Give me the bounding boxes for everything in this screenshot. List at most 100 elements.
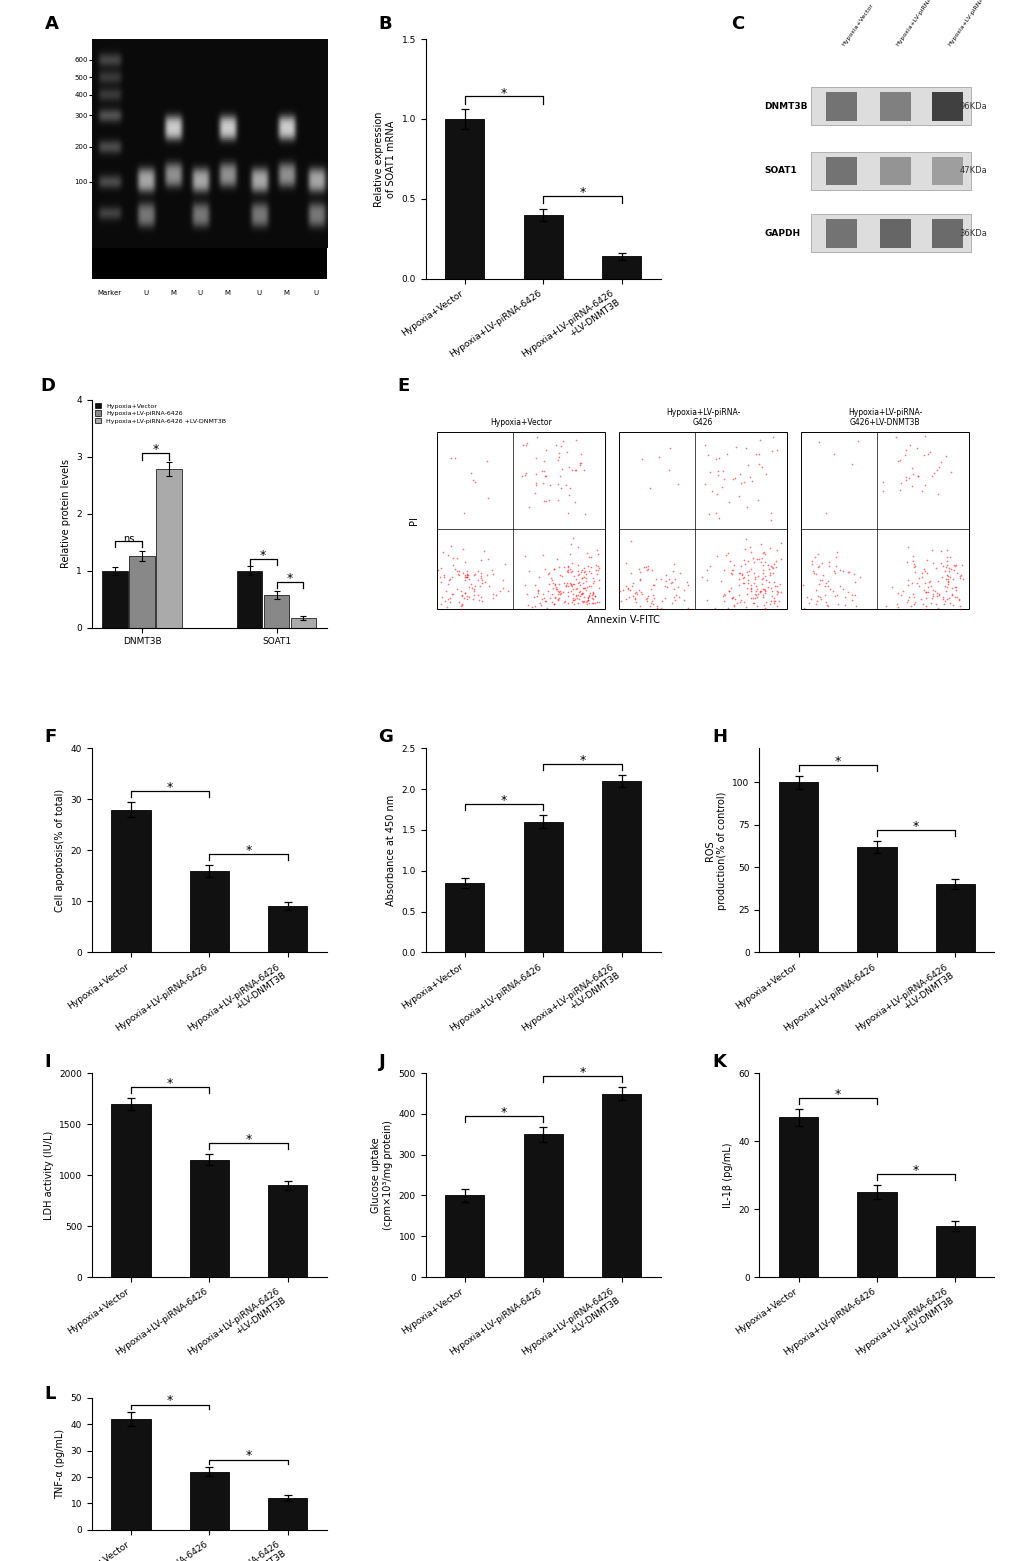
Point <box>877 256 894 281</box>
Point <box>817 0 834 3</box>
Text: *: * <box>834 1088 840 1101</box>
Bar <box>190 1160 228 1277</box>
Text: GAPDH: GAPDH <box>763 229 800 237</box>
Bar <box>857 848 896 952</box>
FancyBboxPatch shape <box>879 156 910 186</box>
FancyBboxPatch shape <box>931 156 962 186</box>
Text: *: * <box>834 754 840 768</box>
Text: *: * <box>167 1077 173 1090</box>
Text: Hypoxia+Vector: Hypoxia+Vector <box>841 2 874 47</box>
FancyBboxPatch shape <box>825 92 856 120</box>
Bar <box>111 1419 151 1530</box>
Point <box>1002 27 1018 52</box>
Point <box>1006 0 1019 8</box>
Text: *: * <box>246 1449 252 1461</box>
Point <box>949 195 965 220</box>
Bar <box>111 810 151 952</box>
Point <box>920 229 936 254</box>
Point <box>872 42 889 67</box>
Bar <box>444 1196 484 1277</box>
Point <box>924 268 941 293</box>
Text: *: * <box>167 1394 173 1406</box>
Text: DNMT3B: DNMT3B <box>763 101 807 111</box>
FancyBboxPatch shape <box>879 92 910 120</box>
Point <box>833 41 849 66</box>
FancyBboxPatch shape <box>825 156 856 186</box>
Point <box>904 105 920 130</box>
FancyBboxPatch shape <box>931 219 962 248</box>
Text: B: B <box>378 16 392 33</box>
Text: *: * <box>579 1066 585 1079</box>
Point <box>845 86 861 111</box>
Text: *: * <box>246 1133 252 1146</box>
Bar <box>190 1472 228 1530</box>
Text: 47KDa: 47KDa <box>959 167 986 175</box>
Legend: Hypoxia+Vector, Hypoxia+LV-piRNA-6426, Hypoxia+LV-piRNA-6426 +LV-DNMT3B: Hypoxia+Vector, Hypoxia+LV-piRNA-6426, H… <box>95 403 226 425</box>
FancyBboxPatch shape <box>879 219 910 248</box>
Text: C: C <box>731 16 744 33</box>
Text: Hypoxia+LV-piRNA-
G426+LV-DNMT3B: Hypoxia+LV-piRNA- G426+LV-DNMT3B <box>847 407 921 428</box>
Point <box>924 61 941 86</box>
Text: 3: 3 <box>269 272 275 281</box>
Y-axis label: Cell apoptosis(% of total): Cell apoptosis(% of total) <box>55 788 65 912</box>
Point <box>1002 273 1018 298</box>
Bar <box>129 556 155 628</box>
Text: L: L <box>45 1385 56 1403</box>
Point <box>854 228 870 253</box>
Bar <box>779 1118 817 1277</box>
Y-axis label: Glucose uptake
(cpm×10³/mg protein): Glucose uptake (cpm×10³/mg protein) <box>371 1121 392 1230</box>
Point <box>943 39 959 64</box>
Bar <box>111 1104 151 1277</box>
Text: SOAT1: SOAT1 <box>763 167 796 175</box>
Bar <box>190 871 228 952</box>
Text: PI: PI <box>409 517 419 524</box>
Point <box>945 200 961 225</box>
Text: *: * <box>500 1107 506 1119</box>
Bar <box>601 256 641 279</box>
Bar <box>934 1225 974 1277</box>
FancyBboxPatch shape <box>810 87 970 125</box>
FancyBboxPatch shape <box>825 219 856 248</box>
Text: *: * <box>500 795 506 807</box>
Text: 36KDa: 36KDa <box>959 229 986 237</box>
Point <box>886 167 902 192</box>
Text: I: I <box>45 1052 51 1071</box>
Text: F: F <box>45 727 57 746</box>
FancyBboxPatch shape <box>931 92 962 120</box>
Point <box>900 317 916 342</box>
Text: *: * <box>167 780 173 795</box>
Text: G: G <box>378 727 393 746</box>
Text: D: D <box>40 376 55 395</box>
Bar <box>236 571 262 628</box>
Bar <box>156 470 181 628</box>
Bar <box>444 884 484 952</box>
Bar <box>779 782 817 952</box>
Text: *: * <box>260 549 266 562</box>
Text: 4: 4 <box>313 272 319 281</box>
Text: *: * <box>152 443 159 456</box>
Text: Annexin V-FITC: Annexin V-FITC <box>587 615 659 626</box>
Text: *: * <box>912 1165 918 1177</box>
Text: *: * <box>500 87 506 100</box>
Text: Hypoxia+LV-piRNA-6426+LV-DNMT3B: Hypoxia+LV-piRNA-6426+LV-DNMT3B <box>947 0 1018 47</box>
Bar <box>523 821 562 952</box>
Bar <box>523 1135 562 1277</box>
Text: *: * <box>912 820 918 834</box>
Text: *: * <box>579 186 585 200</box>
Y-axis label: ROS
production(% of control): ROS production(% of control) <box>704 791 727 910</box>
Y-axis label: Relative expression
of SOAT1 mRNA: Relative expression of SOAT1 mRNA <box>374 111 395 206</box>
Bar <box>444 119 484 279</box>
Bar <box>102 571 128 628</box>
Text: 1: 1 <box>157 272 162 281</box>
Y-axis label: Absorbance at 450 nm: Absorbance at 450 nm <box>385 795 395 905</box>
Text: J: J <box>378 1052 385 1071</box>
Bar <box>268 1185 307 1277</box>
Y-axis label: TNF-α (pg/mL): TNF-α (pg/mL) <box>55 1428 65 1499</box>
Text: 2: 2 <box>211 272 217 281</box>
Text: *: * <box>246 843 252 857</box>
Text: Hypoxia+LV-piRNA-6426: Hypoxia+LV-piRNA-6426 <box>895 0 943 47</box>
Y-axis label: IL-1β (pg/mL): IL-1β (pg/mL) <box>721 1143 732 1208</box>
Point <box>987 150 1004 175</box>
Bar <box>857 1193 896 1277</box>
Bar <box>264 595 289 628</box>
